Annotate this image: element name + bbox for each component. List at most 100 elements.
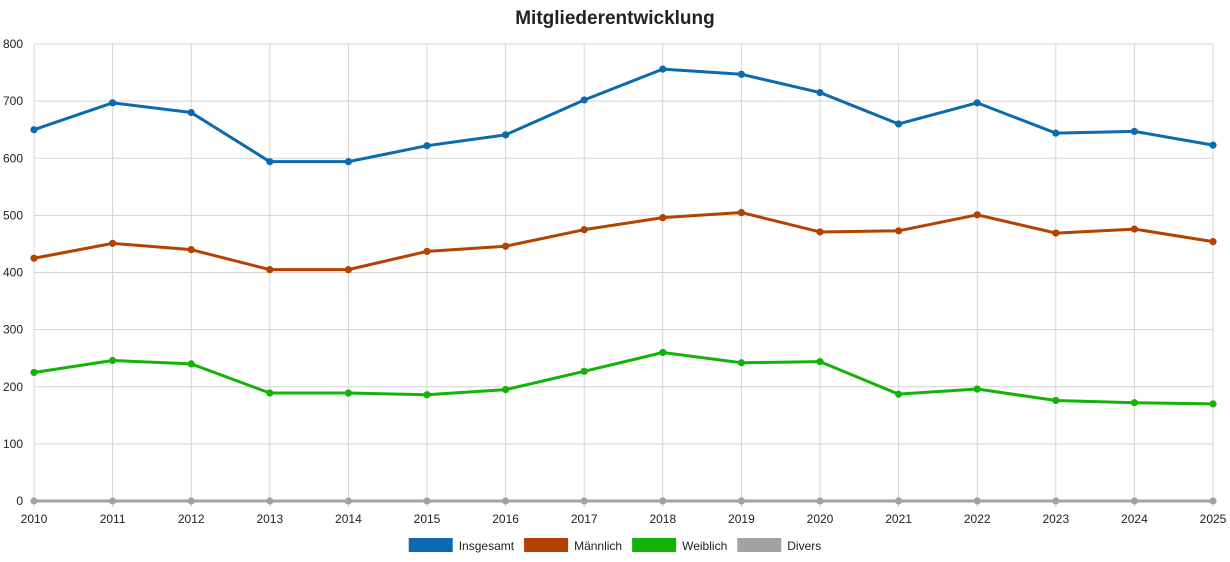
y-tick-label: 300 — [3, 323, 23, 337]
legend-swatch — [524, 538, 569, 552]
legend-item-insgesamt[interactable]: Insgesamt — [408, 538, 515, 553]
data-point — [737, 70, 746, 78]
data-point — [109, 99, 117, 107]
data-point — [659, 497, 667, 505]
data-point — [816, 358, 824, 366]
data-point — [423, 247, 431, 255]
data-point — [895, 227, 903, 235]
data-point — [1209, 497, 1217, 505]
data-point — [580, 367, 588, 375]
data-point — [1130, 497, 1138, 505]
x-tick-label: 2021 — [885, 512, 912, 526]
series-line — [32, 211, 1215, 272]
data-point — [816, 497, 824, 505]
x-tick-label: 2018 — [649, 512, 676, 526]
legend-label: Divers — [787, 539, 821, 553]
data-point — [344, 266, 352, 274]
series-männlich — [30, 208, 1217, 274]
data-point — [344, 389, 352, 397]
data-point — [1209, 141, 1217, 149]
data-point — [737, 208, 746, 217]
legend-item-männlich[interactable]: Männlich — [524, 538, 622, 553]
x-tick-label: 2012 — [178, 512, 205, 526]
data-point — [816, 228, 824, 236]
data-point — [1052, 497, 1060, 505]
legend-swatch — [737, 538, 782, 552]
data-point — [1052, 229, 1060, 237]
series-insgesamt — [30, 65, 1217, 166]
data-point — [816, 88, 824, 97]
y-tick-label: 700 — [3, 94, 23, 108]
data-point — [187, 360, 195, 368]
data-point — [502, 131, 510, 139]
legend-label: Männlich — [574, 539, 622, 553]
series-group — [30, 65, 1217, 505]
data-point — [266, 497, 274, 505]
legend: Insgesamt Männlich Weiblich Divers — [408, 538, 821, 553]
chart-title: Mitgliederentwicklung — [515, 8, 715, 29]
data-point — [973, 211, 981, 219]
y-tick-label: 0 — [16, 494, 23, 508]
x-tick-label: 2022 — [964, 512, 991, 526]
data-point — [30, 368, 38, 377]
data-point — [1130, 127, 1138, 136]
legend-swatch — [632, 538, 677, 552]
data-point — [30, 254, 38, 262]
data-point — [895, 390, 903, 398]
grid-lines — [33, 43, 1214, 507]
data-point — [1052, 396, 1060, 405]
series-divers — [30, 497, 1217, 505]
x-tick-label: 2024 — [1121, 512, 1148, 526]
data-point — [187, 108, 195, 117]
x-tick-label: 2023 — [1042, 512, 1069, 526]
legend-label: Weiblich — [682, 539, 727, 553]
x-tick-label: 2025 — [1200, 512, 1227, 526]
data-point — [423, 142, 431, 150]
data-point — [580, 226, 588, 234]
data-point — [30, 126, 38, 134]
x-tick-label: 2011 — [100, 512, 126, 526]
data-point — [580, 96, 588, 104]
data-point — [266, 389, 274, 397]
data-point — [30, 497, 38, 505]
data-point — [1130, 399, 1138, 407]
series-line — [32, 350, 1215, 406]
data-point — [659, 348, 667, 357]
x-tick-label: 2019 — [728, 512, 755, 526]
x-tick-label: 2016 — [492, 512, 519, 526]
data-point — [502, 242, 510, 250]
legend-item-divers[interactable]: Divers — [737, 538, 821, 553]
data-point — [1052, 129, 1060, 137]
data-point — [502, 386, 510, 394]
data-point — [737, 359, 746, 367]
data-point — [895, 497, 903, 505]
data-point — [109, 356, 117, 365]
data-point — [973, 497, 981, 505]
data-point — [1209, 238, 1217, 246]
y-tick-label: 600 — [3, 151, 23, 165]
series-line — [32, 67, 1215, 164]
data-point — [895, 120, 903, 128]
data-point — [737, 497, 746, 505]
series-weiblich — [30, 348, 1217, 408]
legend-item-weiblich[interactable]: Weiblich — [632, 538, 727, 553]
legend-swatch — [408, 538, 453, 552]
y-tick-label: 100 — [3, 437, 23, 451]
y-tick-label: 800 — [3, 37, 23, 51]
data-point — [1209, 400, 1217, 408]
x-tick-label: 2020 — [807, 512, 834, 526]
x-tick-label: 2010 — [21, 512, 48, 526]
x-tick-label: 2014 — [335, 512, 362, 526]
y-tick-label: 200 — [3, 380, 23, 394]
data-point — [187, 497, 195, 505]
data-point — [423, 391, 431, 399]
data-point — [344, 497, 352, 505]
data-point — [266, 266, 274, 274]
data-point — [580, 497, 588, 505]
data-point — [659, 65, 667, 73]
y-tick-label: 500 — [3, 208, 23, 222]
data-point — [266, 158, 274, 166]
y-tick-label: 400 — [3, 266, 23, 280]
